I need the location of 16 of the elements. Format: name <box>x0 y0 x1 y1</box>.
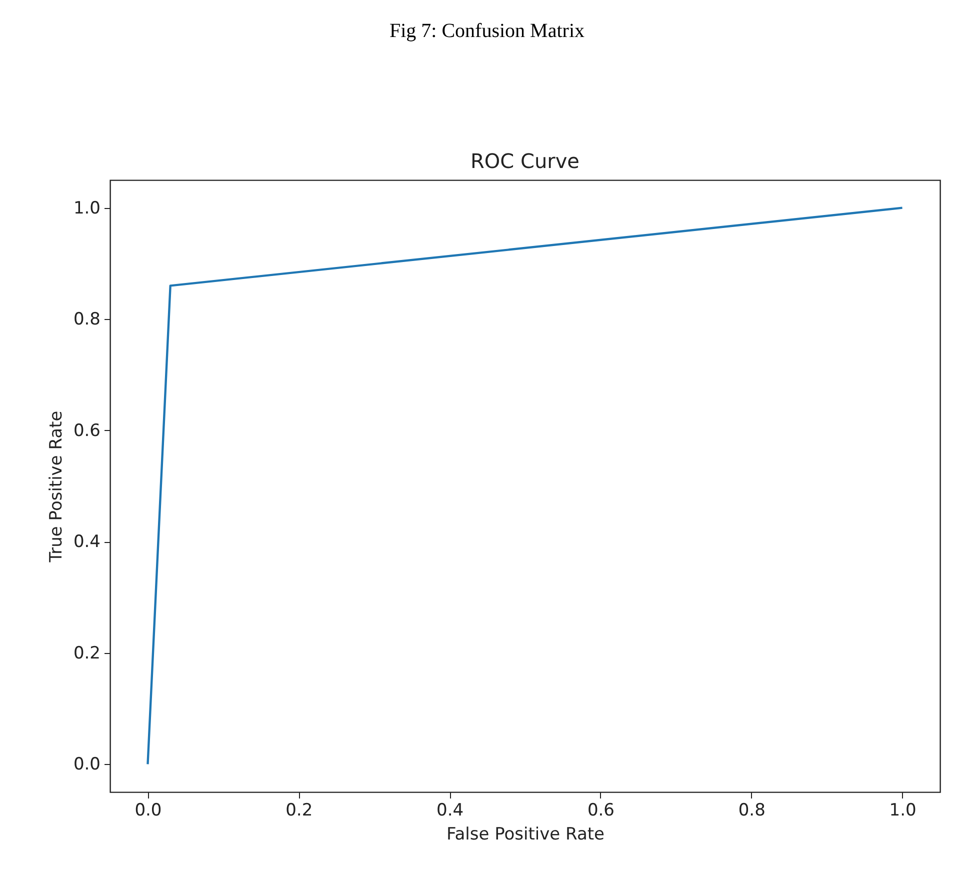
y-tick-label: 0.2 <box>73 643 100 664</box>
y-tick-label: 0.0 <box>73 754 100 775</box>
x-tick-label: 0.0 <box>134 800 162 820</box>
x-tick-label: 0.6 <box>587 800 614 820</box>
y-tick-label: 0.8 <box>73 310 100 330</box>
chart-title: ROC Curve <box>470 149 580 173</box>
y-tick-label: 0.6 <box>73 420 100 441</box>
y-axis-title: True Positive Rate <box>46 410 66 564</box>
x-tick-label: 1.0 <box>889 800 916 820</box>
x-tick-label: 0.4 <box>436 800 464 820</box>
caption: Fig 7: Confusion Matrix <box>388 19 586 44</box>
y-tick-label: 1.0 <box>73 198 100 218</box>
x-axis-title: False Positive Rate <box>446 824 604 844</box>
x-tick-label: 0.2 <box>286 800 313 820</box>
y-tick-label: 0.4 <box>73 532 100 552</box>
x-tick-label: 0.8 <box>738 800 766 820</box>
